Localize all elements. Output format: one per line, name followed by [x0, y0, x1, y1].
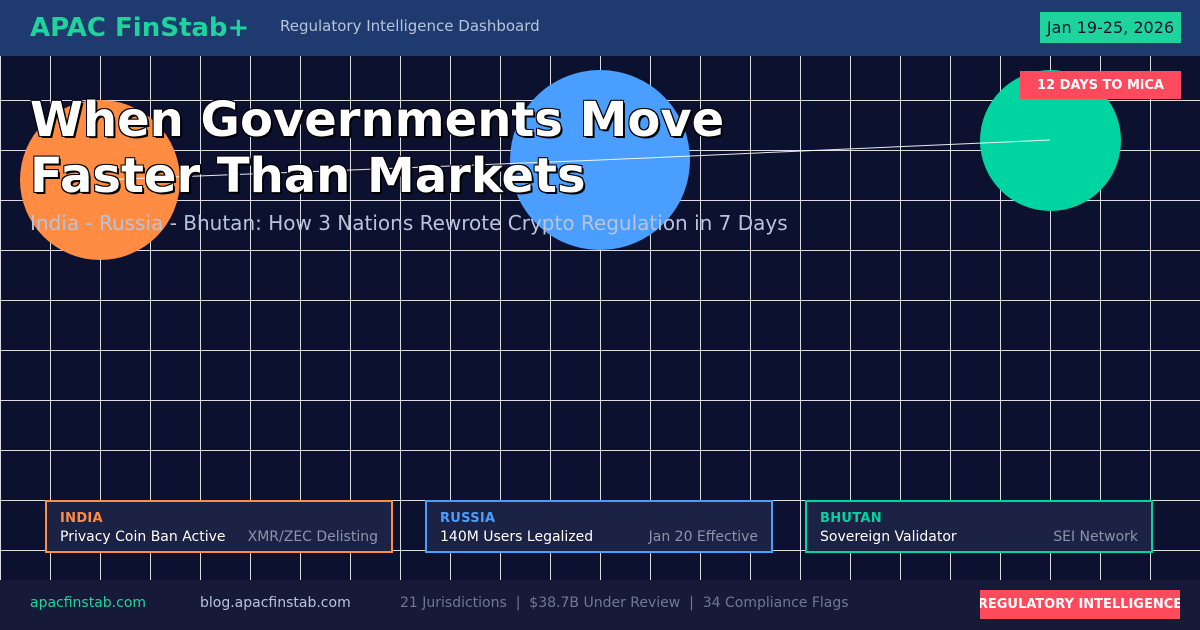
hero-title-line1: When Governments Move — [30, 92, 725, 148]
hero-subtitle: India - Russia - Bhutan: How 3 Nations R… — [30, 211, 788, 235]
bhutan-card[interactable]: BHUTAN Sovereign Validator SEI Network — [805, 500, 1153, 553]
hero-title-line2: Faster Than Markets — [30, 148, 586, 204]
card-headline: Sovereign Validator — [820, 529, 957, 545]
card-country-label: RUSSIA — [440, 511, 496, 526]
header-bar: APAC FinStab+ Regulatory Intelligence Da… — [0, 0, 1200, 56]
india-russia-line — [99, 159, 601, 181]
footer-stats: 21 Jurisdictions | $38.7B Under Review |… — [400, 595, 849, 611]
blog-link[interactable]: blog.apacfinstab.com — [200, 595, 351, 611]
regulatory-intelligence-badge: REGULATORY INTELLIGENCE — [980, 590, 1180, 619]
mica-countdown-badge: 12 DAYS TO MiCA — [1020, 71, 1181, 99]
footer-bar: apacfinstab.com blog.apacfinstab.com 21 … — [0, 580, 1200, 630]
hero-title: When Governments Move Faster Than Market… — [30, 92, 930, 204]
card-headline: 140M Users Legalized — [440, 529, 594, 545]
brand-logo[interactable]: APAC FinStab+ — [30, 13, 250, 43]
site-link[interactable]: apacfinstab.com — [30, 595, 147, 611]
card-country-label: INDIA — [60, 511, 103, 526]
russia-card[interactable]: RUSSIA 140M Users Legalized Jan 20 Effec… — [425, 500, 773, 553]
card-headline: Privacy Coin Ban Active — [60, 529, 226, 545]
card-detail: XMR/ZEC Delisting — [247, 529, 378, 545]
header-subtitle: Regulatory Intelligence Dashboard — [280, 17, 540, 35]
card-detail: Jan 20 Effective — [648, 529, 758, 545]
card-country-label: BHUTAN — [820, 511, 882, 526]
card-detail: SEI Network — [1053, 529, 1138, 545]
india-card[interactable]: INDIA Privacy Coin Ban Active XMR/ZEC De… — [45, 500, 393, 553]
date-range-badge: Jan 19-25, 2026 — [1040, 12, 1181, 43]
russia-bhutan-line — [599, 139, 1051, 161]
